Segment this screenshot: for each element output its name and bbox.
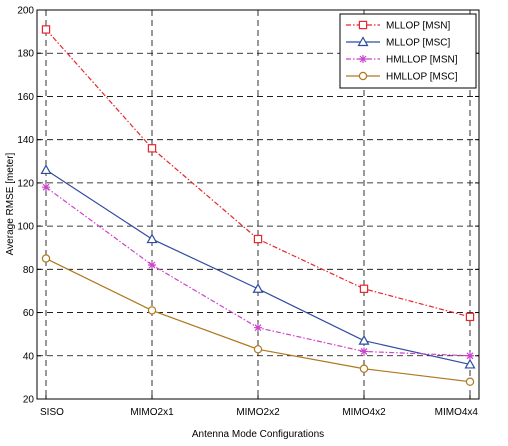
y-tick-label: 140 bbox=[17, 135, 34, 146]
data-point bbox=[253, 345, 263, 354]
series-0 bbox=[41, 25, 475, 322]
data-point bbox=[359, 55, 367, 63]
data-point bbox=[360, 347, 368, 356]
y-tick-label: 160 bbox=[17, 92, 34, 103]
series-1 bbox=[40, 164, 476, 369]
legend-entry: MLLOP [MSN] bbox=[346, 21, 450, 32]
x-tick-label: MIMO2x1 bbox=[130, 407, 174, 418]
x-axis-label: Antenna Mode Configurations bbox=[192, 429, 324, 440]
y-tick-label: 100 bbox=[17, 222, 34, 233]
x-tick-label: MIMO4x4 bbox=[435, 407, 479, 418]
data-point bbox=[147, 306, 157, 315]
data-point bbox=[359, 364, 369, 373]
x-tick-label: MIMO4x2 bbox=[342, 407, 386, 418]
y-tick-label: 200 bbox=[17, 6, 34, 17]
legend-entry: HMLLOP [MSN] bbox=[346, 55, 458, 66]
y-tick-label: 180 bbox=[17, 49, 34, 60]
legend-label: MLLOP [MSC] bbox=[386, 38, 450, 49]
data-point bbox=[466, 351, 474, 360]
data-point bbox=[41, 25, 51, 34]
series-2 bbox=[42, 183, 474, 360]
data-point bbox=[358, 71, 368, 81]
data-point bbox=[253, 234, 263, 244]
series-3 bbox=[41, 254, 475, 386]
y-axis-label: Average RMSE [meter] bbox=[5, 152, 16, 255]
legend-entry: HMLLOP [MSC] bbox=[346, 72, 458, 83]
plot-border bbox=[36, 9, 480, 400]
data-point bbox=[148, 261, 156, 270]
x-tick-label: SISO bbox=[40, 407, 64, 418]
legend-label: MLLOP [MSN] bbox=[386, 21, 450, 32]
data-point bbox=[357, 36, 369, 47]
data-point bbox=[147, 144, 157, 153]
legend-label: HMLLOP [MSN] bbox=[386, 55, 458, 66]
y-tick-label: 40 bbox=[23, 351, 35, 362]
data-point bbox=[146, 233, 158, 244]
data-point bbox=[358, 20, 368, 30]
data-point bbox=[464, 358, 476, 369]
y-tick-label: 120 bbox=[17, 178, 34, 189]
data-point bbox=[41, 254, 51, 263]
data-point bbox=[358, 334, 370, 345]
data-point bbox=[465, 312, 475, 322]
data-point bbox=[254, 323, 262, 332]
series-group bbox=[40, 25, 476, 386]
data-point bbox=[40, 164, 52, 175]
legend-entry: MLLOP [MSC] bbox=[346, 36, 450, 49]
data-point bbox=[252, 283, 264, 293]
y-tick-label: 80 bbox=[23, 265, 35, 276]
data-point bbox=[465, 377, 475, 386]
legend-label: HMLLOP [MSC] bbox=[386, 72, 458, 83]
data-point bbox=[359, 284, 369, 293]
y-tick-label: 60 bbox=[23, 308, 35, 319]
x-tick-label: MIMO2x2 bbox=[236, 407, 280, 418]
y-tick-label: 20 bbox=[23, 395, 35, 406]
data-point bbox=[42, 183, 50, 192]
legend: MLLOP [MSN] MLLOP [MSC] HMLLOP [MSN] HMLLOP… bbox=[339, 13, 477, 89]
axes: 20 40 60 80 100 120 140 160 180 200 SISO MIMO2x1 MIM… bbox=[17, 6, 480, 418]
